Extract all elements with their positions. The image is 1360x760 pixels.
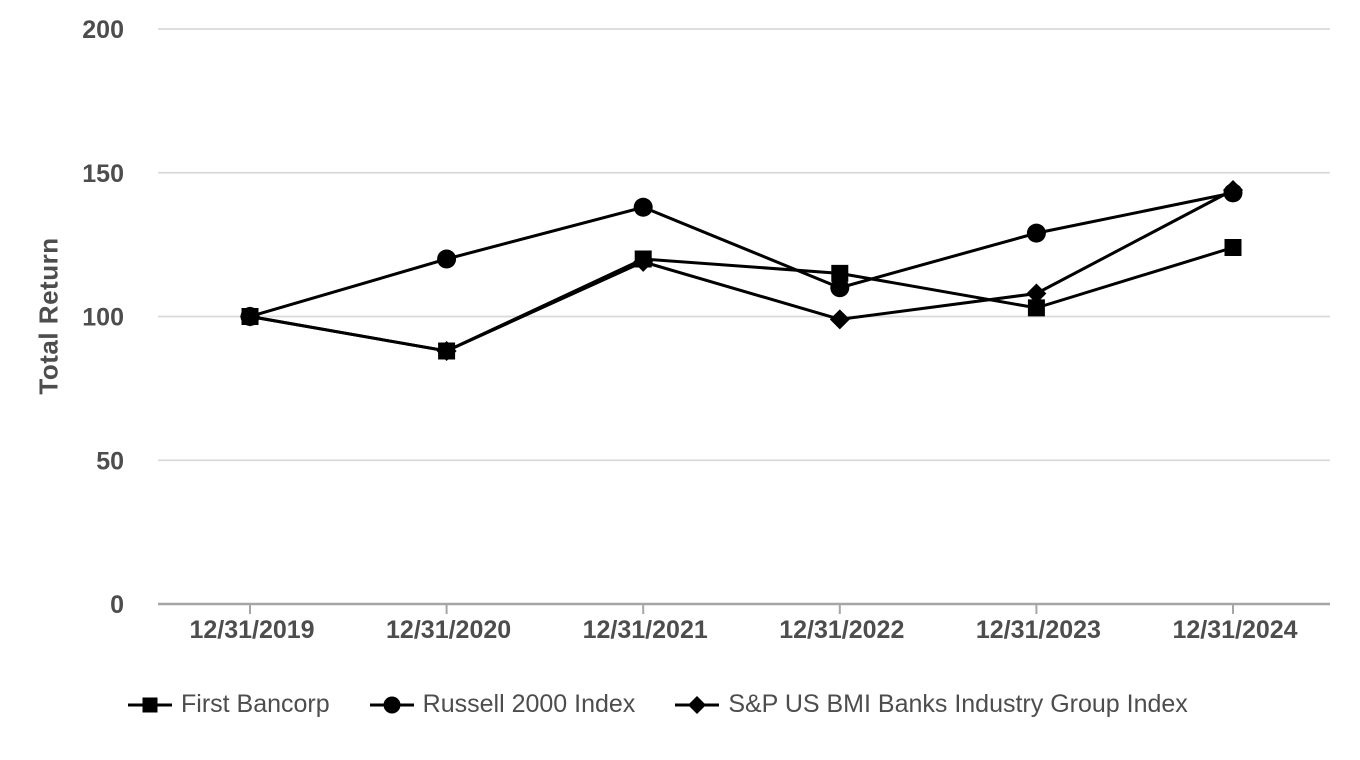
legend-marker-diamond-icon [675,695,720,714]
plot-area: 0 50 100 150 200 12/31/2019 12/31/2020 12/31/20… [82,16,1330,644]
marker-diamond [829,309,850,330]
y-tick-label: 50 [96,447,124,475]
marker-diamond [1026,283,1047,304]
marker-square [634,250,652,268]
marker-diamond [688,695,707,714]
legend-item-russell-2000-index: Russell 2000 Index [369,690,636,719]
y-tick-label: 100 [82,304,124,332]
legend: First Bancorp Russell 2000 Index S&P US BM… [128,690,1188,719]
x-tick-label: 12/31/2021 [583,616,708,644]
x-tick-label: 12/31/2022 [779,616,904,644]
marker-square [142,697,158,712]
marker-circle [1223,183,1243,203]
legend-marker-square-icon [128,697,172,712]
x-tick-label: 12/31/2020 [386,616,511,644]
x-tick-label: 12/31/2024 [1172,616,1297,644]
y-tick-label: 0 [110,591,124,619]
marker-circle [437,249,457,269]
x-tick-label: 12/31/2019 [189,616,314,644]
legend-item-first-bancorp: First Bancorp [128,690,330,719]
marker-circle [1026,223,1046,243]
series-line-s-p-us-bmi-banks-industry-group-index [249,188,1234,353]
legend-item-s-p-us-bmi-banks-industry-group-index: S&P US BMI Banks Industry Group Index [675,690,1188,719]
legend-label: First Bancorp [181,690,330,718]
series-line-first-bancorp [249,246,1234,353]
marker-square [438,342,456,360]
x-tick-label: 12/31/2023 [976,616,1101,644]
marker-square [831,264,849,282]
y-tick-label: 200 [82,16,124,44]
marker-circle [383,696,401,713]
series-line-russell-2000-index [249,191,1234,318]
marker-square [1224,239,1242,256]
legend-label: S&P US BMI Banks Industry Group Index [728,690,1188,718]
legend-marker-circle-icon [369,696,414,713]
y-axis-title: Total Return [33,237,64,395]
marker-circle [830,278,850,298]
y-tick-label: 150 [82,160,124,188]
marker-square [1027,299,1045,317]
marker-square [241,308,259,325]
marker-circle [633,197,653,217]
legend-label: Russell 2000 Index [422,690,636,718]
